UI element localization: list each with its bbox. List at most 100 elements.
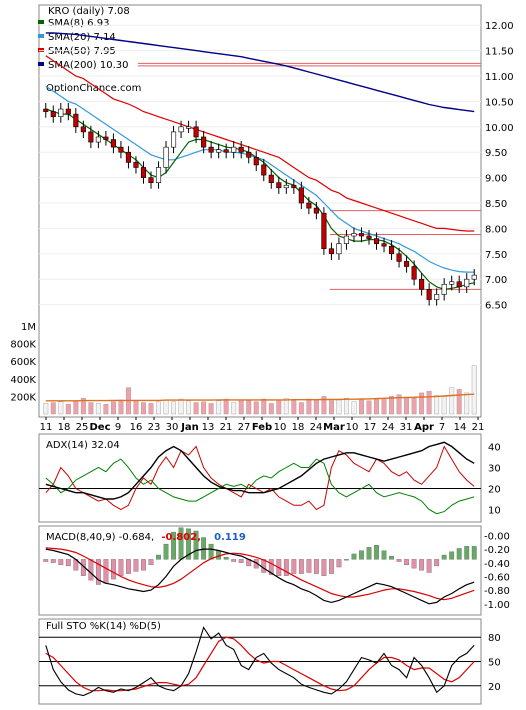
- candle-body: [456, 281, 462, 288]
- price-tick-label: 6.50: [485, 301, 507, 312]
- volume-bar: [283, 397, 289, 415]
- macd-histogram-bar: [95, 559, 101, 585]
- legend-swatch: [38, 34, 44, 38]
- volume-bar: [291, 400, 297, 415]
- price-tick-label: 11.50: [485, 47, 514, 58]
- candle-body: [118, 146, 124, 153]
- candle-body: [133, 162, 139, 168]
- volume-bar: [141, 402, 146, 415]
- price-tick-label: 12.00: [485, 21, 514, 32]
- candle-body: [238, 146, 244, 153]
- x-tick-label: 24: [310, 422, 323, 433]
- volume-bar: [313, 399, 319, 415]
- macd-histogram-bar: [193, 530, 199, 560]
- stochastic-tick-label: 80: [488, 633, 501, 644]
- candle-body: [163, 146, 169, 168]
- volume-bar: [328, 400, 334, 415]
- macd-histogram-bar: [336, 559, 342, 568]
- macd-histogram-bar: [50, 559, 56, 563]
- macd-histogram-bar: [441, 554, 447, 560]
- stochastic-legend: Full STO %K(14) %D(5): [46, 621, 161, 632]
- chart-title: KRO (daily) 7.08: [48, 6, 130, 17]
- adx-tick-label: 40: [488, 443, 501, 454]
- volume-bar: [336, 398, 342, 415]
- macd-tick-label: -0.00: [484, 531, 510, 542]
- candle-body: [404, 261, 410, 267]
- candle-body: [253, 157, 259, 166]
- x-tick-label: Feb: [252, 422, 272, 433]
- macd-histogram-bar: [171, 531, 176, 560]
- macd-histogram-bar: [133, 559, 139, 572]
- volume-tick-label: 1M: [21, 322, 36, 333]
- candle-body: [223, 149, 229, 153]
- x-tick-label: 10: [274, 422, 287, 433]
- volume-bar: [43, 403, 49, 415]
- watermark-text: OptionChance.com: [46, 83, 141, 94]
- candle-body: [321, 212, 327, 250]
- candle-body: [373, 238, 380, 244]
- macd-line: [45, 548, 475, 605]
- legend-swatch: [38, 20, 44, 24]
- x-tick-label: 17: [364, 422, 377, 433]
- legend-swatch: [38, 62, 44, 66]
- stochastic-k-line: [45, 626, 475, 697]
- volume-bar: [464, 392, 470, 415]
- volume-tick-label: 400K: [10, 375, 36, 386]
- price-panel: KRO (daily) 7.08 SMA(8) 6.93 SMA(20) 7.14…: [38, 4, 514, 418]
- macd-histogram-bar: [449, 551, 455, 560]
- volume-bar: [88, 402, 94, 415]
- volume-bar: [441, 396, 447, 415]
- adx-tick-label: 10: [488, 506, 501, 517]
- macd-histogram-bar: [419, 559, 425, 571]
- legend-label: SMA(8) 6.93: [48, 18, 109, 29]
- volume-panel: 1M 800K 600K 400K 200K 11 18 25 Dec 9 16 23 30 Jan 13…: [10, 322, 484, 433]
- candle-body: [50, 111, 56, 117]
- macd-histogram-bar: [456, 548, 462, 560]
- volume-bar: [343, 397, 349, 415]
- candle-body: [419, 278, 425, 290]
- candle-body: [449, 281, 455, 285]
- macd-histogram-bar: [201, 537, 207, 560]
- volume-bar: [208, 403, 214, 415]
- candle-body: [471, 274, 477, 280]
- candle-body: [396, 253, 402, 262]
- macd-histogram-bar: [434, 559, 440, 567]
- candle-body: [328, 248, 334, 255]
- volume-bar: [276, 399, 282, 415]
- macd-histogram-bar: [268, 559, 274, 575]
- volume-bar: [193, 402, 199, 415]
- volume-bar: [95, 403, 101, 415]
- candle-body: [291, 184, 297, 189]
- candle-body: [388, 245, 395, 255]
- volume-bar: [396, 394, 402, 415]
- volume-bar: [268, 403, 274, 415]
- volume-bar: [50, 402, 56, 415]
- candle-body: [358, 233, 365, 237]
- macd-histogram-bar: [404, 559, 409, 566]
- macd-panel: -0.00 -0.20 -0.40 -0.60 -0.80 -1.00 MACD(8,40…: [38, 525, 510, 616]
- candle-body: [306, 202, 312, 209]
- x-tick-label: 30: [166, 422, 179, 433]
- macd-histogram-bar: [43, 559, 49, 562]
- volume-bar: [103, 404, 109, 415]
- x-tick-label: Dec: [89, 422, 110, 433]
- stochastic-panel: 80 50 20 Full STO %K(14) %D(5): [38, 618, 501, 705]
- candle-body: [246, 151, 252, 158]
- volume-bar: [216, 400, 222, 415]
- x-tick-label: 24: [382, 422, 395, 433]
- volume-bar: [434, 395, 440, 415]
- candle-body: [186, 126, 192, 129]
- candle-body: [336, 243, 342, 255]
- candle-body: [216, 149, 222, 153]
- volume-bar: [73, 400, 79, 415]
- volume-bar: [419, 392, 425, 415]
- x-tick-label: 21: [220, 422, 233, 433]
- price-tick-label: 10.50: [485, 97, 514, 108]
- candle-body: [125, 151, 132, 163]
- stochastic-tick-label: 50: [488, 658, 501, 669]
- legend-label: SMA(200) 10.30: [48, 60, 129, 71]
- macd-legend: MACD(8,40,9) -0.684, -0.802, 0.119: [46, 532, 246, 543]
- macd-histogram-bar: [298, 559, 304, 574]
- adx-tick-label: 20: [488, 485, 501, 496]
- macd-histogram-bar: [291, 559, 297, 574]
